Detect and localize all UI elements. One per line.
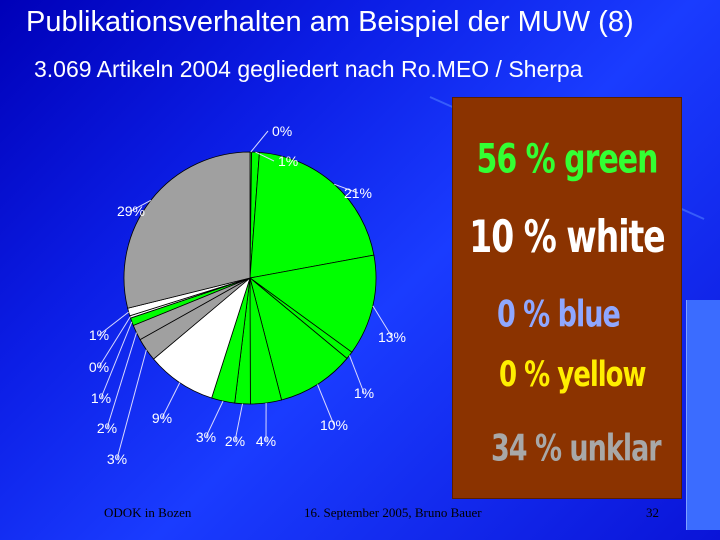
leader-line-2 — [255, 151, 275, 162]
summary-panel: 56 % green 10 % white 0 % blue 0 % yello… — [452, 97, 682, 499]
decorative-bar — [686, 300, 720, 530]
slice-label-15: 1% — [89, 327, 109, 343]
slice-label-13: 1% — [91, 390, 111, 406]
leader-line-16 — [130, 199, 152, 212]
leader-line-9 — [205, 400, 224, 438]
slice-label-6: 10% — [320, 417, 348, 433]
leader-line-5 — [349, 355, 365, 394]
slice-label-10: 9% — [152, 410, 172, 426]
slice-label-7: 4% — [256, 433, 276, 449]
summary-blue: 0 % blue — [497, 294, 621, 336]
slice-label-5: 1% — [354, 385, 374, 401]
leader-line-10 — [161, 382, 181, 419]
leader-line-6 — [317, 384, 335, 426]
leader-line-8 — [234, 403, 243, 442]
slice-label-14: 0% — [89, 359, 109, 375]
footer-page-number: 32 — [646, 505, 659, 520]
slice-label-1: 0% — [272, 123, 292, 139]
pie-chart: 0% 1% 21% 13% 1% 10% 4% 2% 3% 9% 3% 2% 1% 0% 1% 29% — [89, 123, 406, 467]
leader-line-12 — [106, 332, 137, 429]
pie-slice-16 — [123, 151, 251, 309]
footer-event: ODOK in Bozen — [104, 505, 192, 520]
slice-label-11: 3% — [107, 451, 127, 467]
leader-line-14 — [98, 316, 131, 368]
pie-slice-4 — [249, 254, 377, 353]
slice-labels: 0% 1% 21% 13% 1% 10% 4% 2% 3% 9% 3% 2% 1% 0% 1% 29% — [89, 123, 406, 467]
slice-label-8: 2% — [225, 433, 245, 449]
slice-label-12: 2% — [97, 420, 117, 436]
pie-slice-3 — [249, 151, 375, 279]
slide-subtitle: 3.069 Artikeln 2004 gegliedert nach Ro.M… — [34, 56, 583, 82]
leader-line-1 — [250, 130, 269, 153]
leader-line-13 — [100, 321, 133, 399]
leader-line-15 — [98, 311, 130, 336]
summary-unklar: 34 % unklar — [491, 428, 662, 470]
pie-slices — [123, 151, 377, 405]
slice-label-4: 13% — [378, 329, 406, 345]
summary-green: 56 % green — [476, 136, 658, 184]
pie-slice-6 — [249, 276, 348, 401]
slice-label-2: 1% — [278, 153, 298, 169]
summary-yellow: 0 % yellow — [499, 355, 647, 396]
leader-line-11 — [116, 349, 147, 460]
slice-label-9: 3% — [196, 429, 216, 445]
leader-lines — [98, 130, 393, 460]
summary-white: 10 % white — [469, 210, 665, 263]
footer-date-author: 16. September 2005, Bruno Bauer — [304, 505, 482, 520]
leader-line-4 — [372, 305, 393, 338]
slice-label-3: 21% — [344, 185, 372, 201]
leader-line-3 — [334, 183, 359, 194]
slice-label-16: 29% — [117, 203, 145, 219]
slide-title: Publikationsverhalten am Beispiel der MU… — [26, 6, 634, 38]
